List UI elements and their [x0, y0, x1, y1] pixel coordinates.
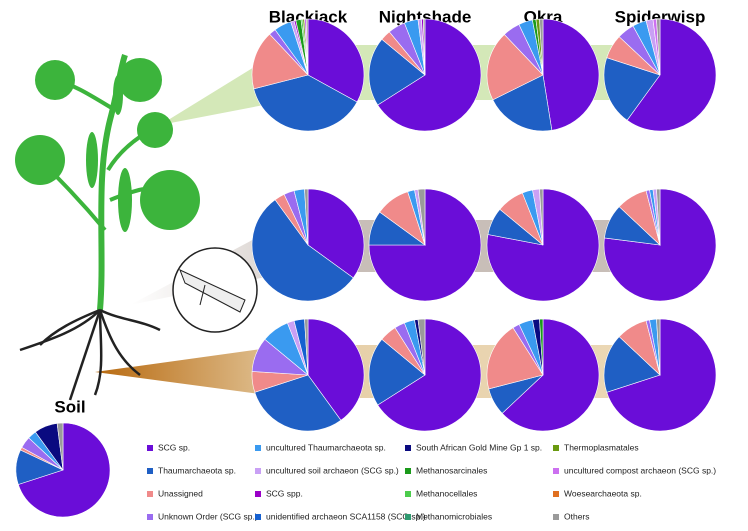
- pie-slice: [368, 188, 482, 302]
- legend-label: unidentified archaeon SCA1158 (SCG sp.): [266, 511, 426, 521]
- pie-slice: [368, 38, 426, 106]
- column-title: Blackjack: [269, 7, 348, 26]
- legend-label: SCG spp.: [266, 488, 303, 498]
- legend-swatch: [405, 468, 411, 474]
- pie-slice: [304, 188, 309, 246]
- pie-slice: [422, 18, 426, 76]
- legend-swatch: [553, 445, 559, 451]
- legend-label: uncultured compost archaeon (SCG sp.): [564, 465, 716, 475]
- pie-slice: [417, 188, 426, 246]
- legend-label: Methanosarcinales: [416, 465, 487, 475]
- legend-swatch: [147, 514, 153, 520]
- pie-slice: [251, 33, 309, 90]
- pie-slice: [539, 18, 544, 76]
- legend-swatch: [147, 445, 153, 451]
- pie-slice: [656, 188, 661, 246]
- root-zoom: [172, 247, 258, 333]
- pie-slice: [492, 74, 553, 132]
- legend-swatch: [255, 468, 261, 474]
- pie-slice: [305, 18, 309, 76]
- pie-slice: [417, 318, 426, 376]
- legend-swatch: [147, 468, 153, 474]
- legend-label: Unknown Order (SCG sp.): [158, 511, 258, 521]
- legend-label: Methanomicrobiales: [416, 511, 492, 521]
- legend-label: Unassigned: [158, 488, 203, 498]
- legend-swatch: [255, 514, 261, 520]
- legend-swatch: [405, 445, 411, 451]
- pie-slice: [603, 336, 661, 393]
- pie-slice: [251, 199, 354, 302]
- pie-slice: [603, 57, 661, 121]
- legend-swatch: [553, 491, 559, 497]
- pie-slice: [606, 318, 717, 432]
- pie-slice: [307, 188, 365, 279]
- pie-slice: [254, 374, 342, 432]
- pie-slice: [486, 188, 600, 302]
- pie-slice: [486, 34, 544, 101]
- roots: [19, 308, 161, 401]
- pie-slice: [377, 18, 482, 132]
- legend-label: South African Gold Mine Gp 1 sp.: [416, 442, 542, 452]
- pie-slice: [603, 188, 717, 302]
- pie-slice: [253, 74, 358, 132]
- legend-swatch: [405, 514, 411, 520]
- soil-label: Soil: [54, 397, 85, 416]
- pie-slice: [539, 188, 544, 246]
- legend-swatch: [255, 445, 261, 451]
- legend-label: uncultured Thaumarchaeota sp.: [266, 442, 386, 452]
- legend-swatch: [405, 491, 411, 497]
- legend-label: Thermoplasmatales: [564, 442, 639, 452]
- pie-slice: [304, 318, 309, 376]
- legend-label: SCG sp.: [158, 442, 190, 452]
- legend-swatch: [553, 514, 559, 520]
- pie-slice: [501, 318, 600, 432]
- legend-label: Methanocellales: [416, 488, 477, 498]
- pie-slice: [56, 422, 64, 471]
- legend-label: Others: [564, 511, 590, 521]
- pie-slice: [542, 18, 600, 131]
- legend-swatch: [255, 491, 261, 497]
- column-title: Nightshade: [379, 7, 472, 26]
- pie-slice: [656, 318, 661, 376]
- legend-label: uncultured soil archaeon (SCG sp.): [266, 465, 399, 475]
- pie-slice: [17, 422, 111, 518]
- column-title: Spiderwisp: [615, 7, 706, 26]
- legend-swatch: [553, 468, 559, 474]
- pie-slice: [377, 318, 482, 432]
- pie-slice: [539, 318, 544, 376]
- pie-slice: [307, 318, 365, 421]
- legend-label: Thaumarchaeota sp.: [158, 465, 236, 475]
- legend-swatch: [147, 491, 153, 497]
- legend-label: Woesearchaeota sp.: [564, 488, 642, 498]
- pie-slice: [486, 327, 544, 390]
- plant: [15, 54, 200, 311]
- pie-slice: [656, 18, 661, 76]
- pie-slice: [368, 338, 426, 406]
- pie-slice: [626, 18, 717, 132]
- pie-slice: [307, 18, 365, 103]
